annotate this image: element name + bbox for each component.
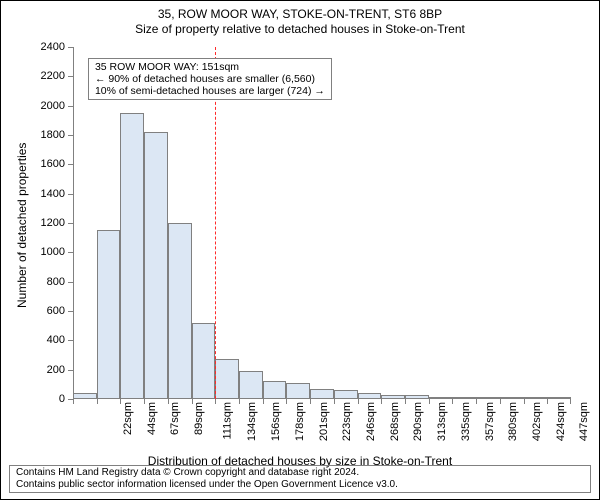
histogram-bar	[120, 113, 144, 399]
x-tick-label: 156sqm	[270, 402, 282, 441]
histogram-bar	[334, 390, 358, 399]
chart-card: 35, ROW MOOR WAY, STOKE-ON-TRENT, ST6 8B…	[0, 0, 600, 500]
annotation-line: 10% of semi-detached houses are larger (…	[95, 85, 325, 97]
x-tick-label: 134sqm	[247, 402, 259, 441]
plot-area: 0200400600800100012001400160018002000220…	[73, 47, 571, 399]
x-tick-label: 44sqm	[146, 402, 158, 435]
histogram-bar	[405, 395, 429, 399]
histogram-bar	[381, 395, 405, 399]
x-tick-label: 223sqm	[341, 402, 353, 441]
y-tick-label: 200	[47, 364, 65, 376]
histogram-bar	[524, 397, 548, 399]
x-tick-label: 335sqm	[460, 402, 472, 441]
y-tick-label: 400	[47, 334, 65, 346]
x-tick-label: 22sqm	[122, 402, 134, 435]
histogram-bar	[500, 397, 524, 399]
y-tick-label: 2200	[41, 70, 65, 82]
x-tick-label: 380sqm	[507, 402, 519, 441]
histogram-bar	[97, 230, 121, 399]
footer-line-1: Contains HM Land Registry data © Crown c…	[16, 467, 584, 479]
y-tick-label: 2000	[41, 100, 65, 112]
x-tick-label: 424sqm	[555, 402, 567, 441]
x-tick-label: 246sqm	[365, 402, 377, 441]
histogram-bar	[358, 393, 382, 399]
x-tick-label: 313sqm	[436, 402, 448, 441]
y-tick-label: 600	[47, 305, 65, 317]
histogram-bar	[476, 397, 500, 399]
histogram-bar	[192, 323, 216, 399]
y-tick-label: 1400	[41, 188, 65, 200]
y-tick-label: 1600	[41, 158, 65, 170]
attribution-footer: Contains HM Land Registry data © Crown c…	[9, 465, 591, 493]
y-tick-label: 2400	[41, 41, 65, 53]
histogram-bar	[239, 371, 263, 399]
x-tick-label: 89sqm	[193, 402, 205, 435]
histogram-bar	[547, 397, 571, 399]
histogram-bar	[263, 381, 287, 399]
reference-line	[215, 47, 216, 399]
y-axis-label: Number of detached properties	[15, 143, 29, 308]
main-title: 35, ROW MOOR WAY, STOKE-ON-TRENT, ST6 8B…	[1, 1, 599, 21]
x-tick-label: 178sqm	[294, 402, 306, 441]
histogram-bar	[429, 397, 453, 399]
histogram-bar	[73, 393, 97, 399]
x-tick-label: 402sqm	[531, 402, 543, 441]
x-tick-label: 290sqm	[413, 402, 425, 441]
x-tick-label: 111sqm	[221, 402, 233, 440]
annotation-line: ← 90% of detached houses are smaller (6,…	[95, 73, 325, 85]
annotation-line: 35 ROW MOOR WAY: 151sqm	[95, 61, 325, 73]
y-tick-label: 1200	[41, 217, 65, 229]
histogram-bar	[452, 397, 476, 399]
x-tick-label: 357sqm	[484, 402, 496, 441]
footer-line-2: Contains public sector information licen…	[16, 479, 584, 491]
y-tick-label: 1800	[41, 129, 65, 141]
y-tick-label: 1000	[41, 246, 65, 258]
x-tick-label: 67sqm	[169, 402, 181, 435]
histogram-bar	[144, 132, 168, 399]
y-tick-label: 800	[47, 276, 65, 288]
x-tick-label: 447sqm	[579, 402, 591, 441]
y-tick-label: 0	[59, 393, 65, 405]
histogram-bar	[168, 223, 192, 399]
x-tick-label: 268sqm	[389, 402, 401, 441]
histogram-bar	[215, 359, 239, 399]
histogram-bar	[286, 383, 310, 399]
annotation-box: 35 ROW MOOR WAY: 151sqm← 90% of detached…	[88, 58, 332, 100]
x-tick-label: 201sqm	[318, 402, 330, 441]
histogram-bar	[310, 389, 334, 399]
subtitle: Size of property relative to detached ho…	[1, 22, 599, 36]
